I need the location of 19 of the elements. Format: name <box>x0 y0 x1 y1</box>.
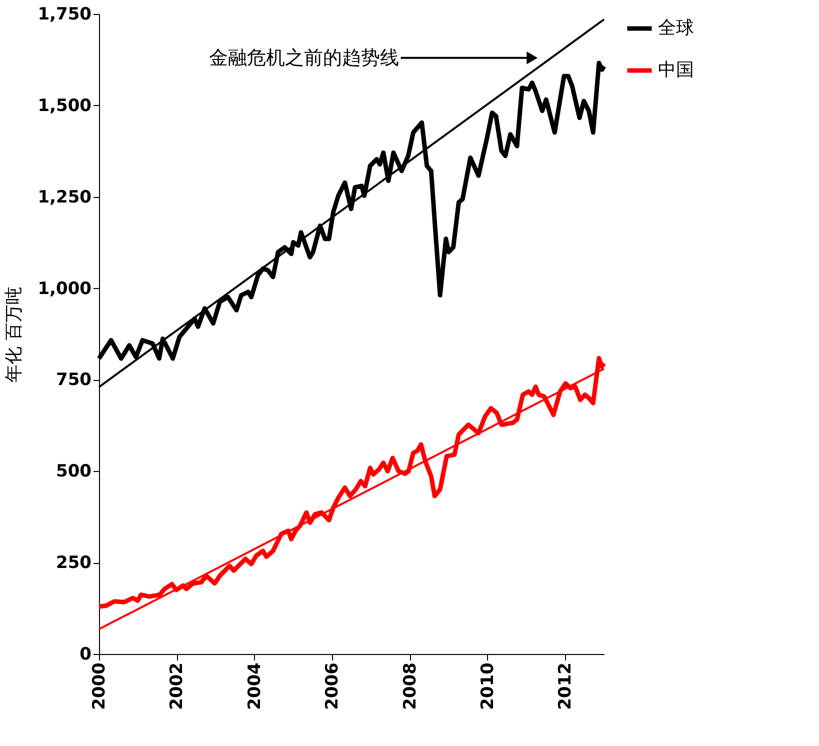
x-tick-label: 2006 <box>322 662 343 710</box>
annotation: 金融危机之前的趋势线 <box>208 46 399 69</box>
y-tick-label: 500 <box>56 462 92 482</box>
y-tick-label: 1,000 <box>38 278 92 299</box>
x-tick-label: 2000 <box>90 662 110 710</box>
x-tick-label: 2008 <box>400 662 420 710</box>
y-tick-label: 250 <box>56 553 92 574</box>
legend-label: 中国 <box>658 60 694 80</box>
y-tick-label: 1,750 <box>38 4 92 24</box>
x-tick-label: 2012 <box>556 662 576 710</box>
y-tick-label: 1,500 <box>38 96 92 116</box>
y-tick-label: 1,250 <box>38 187 92 208</box>
y-axis-title: 年化 百万吨 <box>4 286 25 382</box>
x-tick-label: 2004 <box>244 662 265 710</box>
y-tick-label: 0 <box>80 644 92 664</box>
x-tick-label: 2002 <box>167 662 188 710</box>
legend-label: 全球 <box>658 18 694 38</box>
x-tick-label: 2010 <box>478 662 498 710</box>
y-tick-label: 750 <box>56 370 92 390</box>
